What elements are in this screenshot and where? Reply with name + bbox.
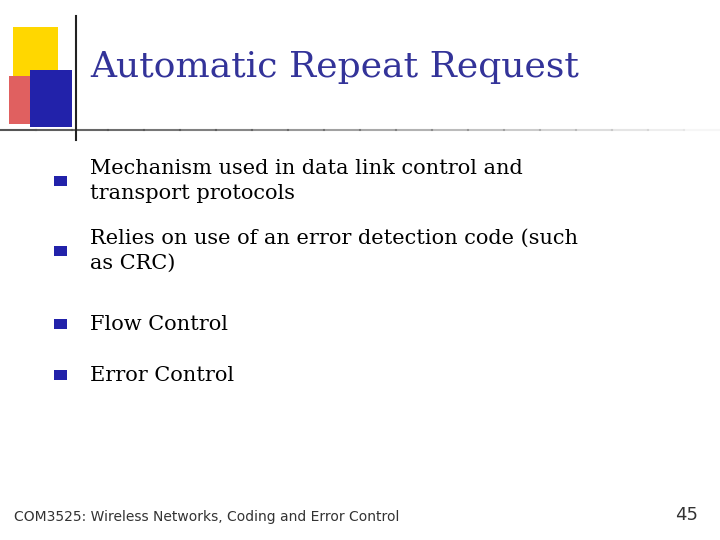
Text: Error Control: Error Control bbox=[90, 366, 234, 385]
FancyBboxPatch shape bbox=[54, 246, 67, 256]
FancyBboxPatch shape bbox=[54, 319, 67, 329]
Text: Automatic Repeat Request: Automatic Repeat Request bbox=[90, 51, 579, 84]
FancyBboxPatch shape bbox=[13, 27, 58, 84]
FancyBboxPatch shape bbox=[54, 370, 67, 380]
Text: 45: 45 bbox=[675, 506, 698, 524]
Text: Relies on use of an error detection code (such
as CRC): Relies on use of an error detection code… bbox=[90, 229, 578, 273]
Text: Flow Control: Flow Control bbox=[90, 314, 228, 334]
FancyBboxPatch shape bbox=[30, 70, 72, 127]
FancyBboxPatch shape bbox=[54, 176, 67, 186]
Text: Mechanism used in data link control and
transport protocols: Mechanism used in data link control and … bbox=[90, 159, 523, 203]
FancyBboxPatch shape bbox=[9, 76, 53, 124]
Text: COM3525: Wireless Networks, Coding and Error Control: COM3525: Wireless Networks, Coding and E… bbox=[14, 510, 400, 524]
